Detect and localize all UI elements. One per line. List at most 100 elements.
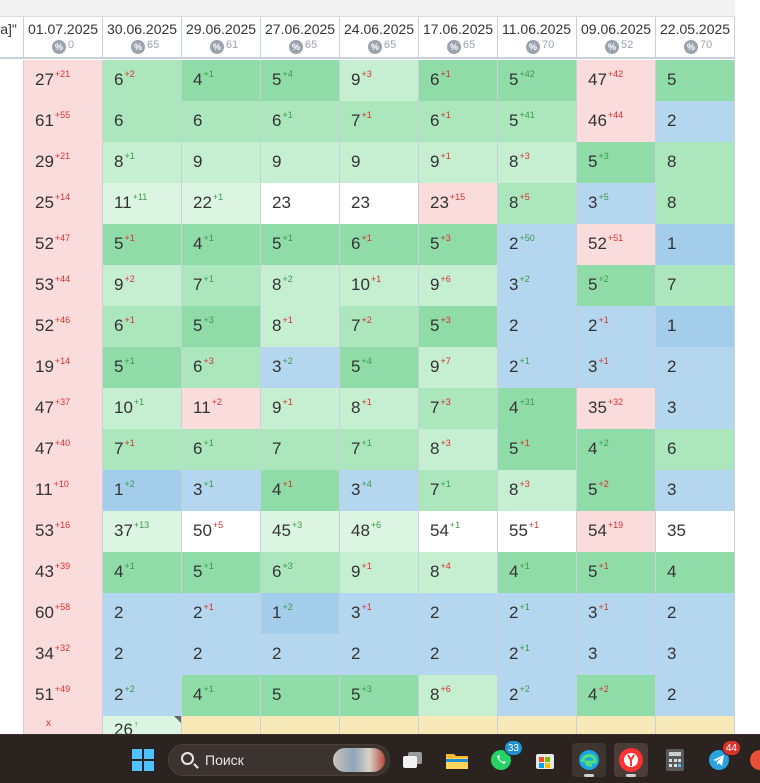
table-cell[interactable]: 9+1: [419, 142, 498, 183]
table-cell[interactable]: 8: [656, 183, 735, 224]
table-cell[interactable]: 2+2: [498, 675, 577, 716]
column-header[interactable]: 01.07.2025% 0: [24, 17, 103, 59]
table-cell[interactable]: 3+2: [498, 265, 577, 306]
table-cell[interactable]: 7+1: [340, 101, 419, 142]
table-cell[interactable]: 6+3: [182, 347, 261, 388]
table-cell[interactable]: 5+2: [577, 265, 656, 306]
table-cell[interactable]: 9+1: [261, 388, 340, 429]
table-cell[interactable]: 25+14: [24, 183, 103, 224]
percent-icon[interactable]: %: [52, 40, 66, 54]
table-cell[interactable]: 2: [182, 634, 261, 675]
table-cell[interactable]: 4+1: [261, 470, 340, 511]
table-cell[interactable]: 34+32: [24, 634, 103, 675]
table-cell[interactable]: 5: [261, 675, 340, 716]
percent-icon[interactable]: %: [210, 40, 224, 54]
edge-button[interactable]: [572, 743, 606, 777]
table-cell[interactable]: 8+1: [261, 306, 340, 347]
table-cell[interactable]: 2: [103, 634, 182, 675]
table-cell[interactable]: 2+1: [498, 634, 577, 675]
table-cell[interactable]: 7+1: [103, 429, 182, 470]
column-header[interactable]: 11.06.2025% 70: [498, 17, 577, 59]
table-cell[interactable]: 37+13: [103, 511, 182, 552]
table-cell[interactable]: 46+44: [577, 101, 656, 142]
percent-icon[interactable]: %: [447, 40, 461, 54]
table-cell[interactable]: 2+50: [498, 224, 577, 265]
table-cell[interactable]: 2: [103, 593, 182, 634]
table-cell[interactable]: 47+40: [24, 429, 103, 470]
table-cell[interactable]: 5+2: [577, 470, 656, 511]
table-cell[interactable]: 2: [656, 347, 735, 388]
table-cell[interactable]: 3+1: [577, 593, 656, 634]
table-cell[interactable]: 48+6: [340, 511, 419, 552]
table-cell[interactable]: 54+19: [577, 511, 656, 552]
table-cell[interactable]: 2+1: [182, 593, 261, 634]
table-cell[interactable]: 7+1: [419, 470, 498, 511]
taskbar-search[interactable]: Поиск: [168, 744, 390, 776]
table-cell[interactable]: 3+1: [577, 347, 656, 388]
table-cell[interactable]: 6: [103, 101, 182, 142]
table-cell[interactable]: 4+1: [182, 60, 261, 101]
table-cell[interactable]: 7+1: [340, 429, 419, 470]
table-cell[interactable]: 27+21: [24, 60, 103, 101]
table-cell[interactable]: 5+1: [261, 224, 340, 265]
table-cell[interactable]: 35: [656, 511, 735, 552]
table-cell[interactable]: 47+42: [577, 60, 656, 101]
table-cell[interactable]: 23: [261, 183, 340, 224]
task-view-button[interactable]: [396, 743, 430, 777]
table-cell[interactable]: 8: [656, 142, 735, 183]
table-cell[interactable]: 3: [656, 388, 735, 429]
table-cell[interactable]: 2+1: [498, 593, 577, 634]
table-cell[interactable]: 5+3: [340, 675, 419, 716]
table-cell[interactable]: 4+2: [577, 675, 656, 716]
table-cell[interactable]: 9+2: [103, 265, 182, 306]
table-cell[interactable]: 51+49: [24, 675, 103, 716]
table-cell[interactable]: 4+1: [182, 675, 261, 716]
table-cell[interactable]: 6: [656, 429, 735, 470]
table-cell[interactable]: 3+5: [577, 183, 656, 224]
table-cell[interactable]: 1+2: [261, 593, 340, 634]
table-cell[interactable]: 8+3: [498, 470, 577, 511]
table-cell[interactable]: 55+1: [498, 511, 577, 552]
table-cell[interactable]: 23: [340, 183, 419, 224]
table-cell[interactable]: 2+2: [103, 675, 182, 716]
table-cell[interactable]: 9+1: [340, 552, 419, 593]
table-cell[interactable]: 54+1: [419, 511, 498, 552]
table-cell[interactable]: 8+6: [419, 675, 498, 716]
table-cell[interactable]: 23+15: [419, 183, 498, 224]
table-cell[interactable]: 5+1: [577, 552, 656, 593]
table-cell[interactable]: 7+2: [340, 306, 419, 347]
table-cell[interactable]: 5+1: [103, 347, 182, 388]
column-header[interactable]: 30.06.2025% 65: [103, 17, 182, 59]
table-cell[interactable]: 8+1: [103, 142, 182, 183]
table-cell[interactable]: 43+39: [24, 552, 103, 593]
table-cell[interactable]: 5+3: [577, 142, 656, 183]
table-cell[interactable]: 2: [656, 101, 735, 142]
table-cell[interactable]: 5+1: [182, 552, 261, 593]
table-cell[interactable]: 5+3: [419, 224, 498, 265]
column-header[interactable]: 29.06.2025% 61: [182, 17, 261, 59]
table-cell[interactable]: 4+1: [103, 552, 182, 593]
table-cell[interactable]: 8+5: [498, 183, 577, 224]
table-cell[interactable]: 6+1: [103, 306, 182, 347]
table-cell[interactable]: 4: [656, 552, 735, 593]
table-cell[interactable]: 45+3: [261, 511, 340, 552]
table-cell[interactable]: 2: [261, 634, 340, 675]
table-cell[interactable]: 6+1: [340, 224, 419, 265]
table-cell[interactable]: 3: [656, 634, 735, 675]
percent-icon[interactable]: %: [684, 40, 698, 54]
table-cell[interactable]: 6+1: [419, 101, 498, 142]
percent-icon[interactable]: %: [368, 40, 382, 54]
store-button[interactable]: [528, 743, 562, 777]
table-cell[interactable]: 3+2: [261, 347, 340, 388]
table-cell[interactable]: 3: [577, 634, 656, 675]
table-cell[interactable]: 5+4: [261, 60, 340, 101]
table-cell[interactable]: 5+41: [498, 101, 577, 142]
file-explorer-button[interactable]: [440, 743, 474, 777]
table-cell[interactable]: 8+1: [340, 388, 419, 429]
yandex-browser-button[interactable]: [614, 743, 648, 777]
percent-icon[interactable]: %: [526, 40, 540, 54]
column-header[interactable]: 22.05.2025% 70: [656, 17, 735, 59]
table-cell[interactable]: 2: [419, 593, 498, 634]
column-header[interactable]: 09.06.2025% 52: [577, 17, 656, 59]
table-cell[interactable]: 4+2: [577, 429, 656, 470]
